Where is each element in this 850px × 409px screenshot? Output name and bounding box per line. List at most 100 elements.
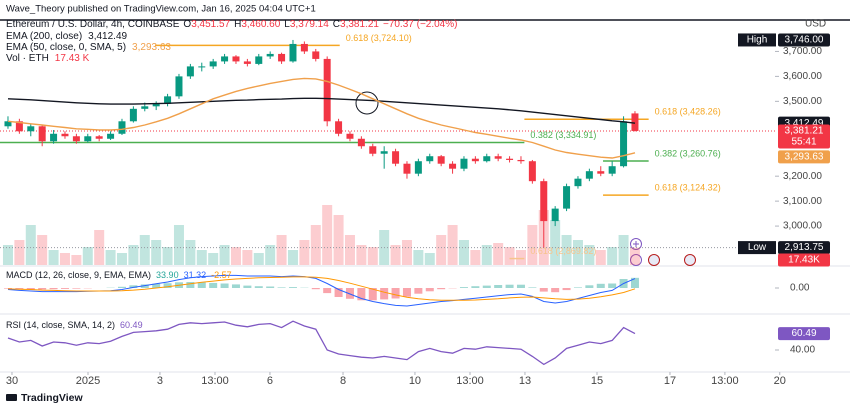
candle-body xyxy=(483,156,491,162)
volume-bar xyxy=(595,250,606,265)
logo-mark xyxy=(6,394,17,401)
macd-histogram-bar xyxy=(60,288,69,289)
macd-title: MACD (12, 26, close, 9, EMA, EMA) xyxy=(6,270,151,280)
icon-flag[interactable] xyxy=(648,254,660,266)
ohlc-value: 3,379.14 xyxy=(290,19,329,30)
candle-body xyxy=(506,158,514,160)
macd-histogram-bar xyxy=(585,285,594,288)
volume-bar xyxy=(253,253,264,265)
x-tick-label: 13 xyxy=(519,375,531,387)
ema-value: 3,293.63 xyxy=(132,42,171,53)
macd-histogram-bar xyxy=(323,288,332,294)
macd-histogram-bar xyxy=(437,288,446,290)
logo-text: TradingView xyxy=(21,392,83,404)
macd-histogram-bar xyxy=(3,288,12,289)
candle-body xyxy=(494,156,502,159)
high-tag xyxy=(738,33,776,47)
candle-body xyxy=(61,133,69,137)
macd-histogram-bar xyxy=(129,285,138,288)
macd-histogram-bar xyxy=(368,288,377,301)
icon-event[interactable] xyxy=(630,254,642,266)
candle-body xyxy=(107,133,115,139)
x-tick-label: 3 xyxy=(157,375,163,387)
rsi-legend: RSI (14, close, SMA, 14, 2) 60.49 xyxy=(6,320,143,330)
volume-bar xyxy=(561,235,572,265)
volume-bar xyxy=(208,253,219,265)
price-label: 17.43K xyxy=(788,255,820,266)
candle-body xyxy=(574,178,582,187)
price-label-box xyxy=(778,150,830,164)
macd-histogram-bar xyxy=(38,288,47,290)
y-tick-label: 3,000.00 xyxy=(783,221,822,232)
volume-bar xyxy=(436,235,447,265)
currency: USD xyxy=(805,19,826,30)
macd-histogram-bar xyxy=(209,282,218,288)
price-label: 60.49 xyxy=(791,328,816,339)
candle-body xyxy=(300,43,308,52)
y-tick-label: 3,500.00 xyxy=(783,96,822,107)
macd-histogram-bar xyxy=(186,282,195,288)
macd-histogram-bar xyxy=(516,284,525,288)
candle-body xyxy=(540,181,548,222)
icon-plus[interactable] xyxy=(630,238,642,250)
volume-bar xyxy=(458,240,469,265)
candle-body xyxy=(4,121,12,127)
icon-flag[interactable] xyxy=(684,254,696,266)
macd-value: 31.32 xyxy=(184,270,207,280)
low-tag-label: Low xyxy=(748,242,767,253)
volume-bar xyxy=(230,247,241,265)
candle-body xyxy=(278,53,286,62)
candle-body xyxy=(15,121,23,132)
price-label: 3,412.49 xyxy=(785,118,824,129)
rsi-line xyxy=(7,320,636,366)
symbol: Ethereum / U.S. Dollar, 4h, COINBASE xyxy=(6,19,180,30)
x-tick-label: 20 xyxy=(774,375,786,387)
price-label-box xyxy=(778,124,830,149)
macd-histogram-bar xyxy=(231,284,240,288)
macd-histogram-bar xyxy=(528,287,537,288)
volume-bar xyxy=(550,220,561,265)
candle-body xyxy=(460,158,468,169)
x-tick-label: 30 xyxy=(6,375,18,387)
ema-value: 3,412.49 xyxy=(88,31,127,42)
macd-histogram-bar xyxy=(15,288,24,290)
volume-bar xyxy=(59,253,70,265)
candle-body xyxy=(608,166,616,174)
candle-body xyxy=(289,43,297,62)
candle-body xyxy=(95,136,103,139)
candle-body xyxy=(27,126,35,132)
price-label: 3,381.21 xyxy=(785,126,824,137)
candle-body xyxy=(551,208,559,222)
candle-body xyxy=(449,163,457,169)
macd-value: -2.57 xyxy=(211,270,232,280)
macd-histogram-bar xyxy=(494,285,503,288)
candle-body xyxy=(232,56,240,62)
volume-bar xyxy=(71,255,82,265)
macd-histogram-bar xyxy=(551,288,560,293)
price-label-box xyxy=(778,253,830,267)
candle-body xyxy=(335,121,343,134)
macd-histogram-bar xyxy=(391,288,400,299)
macd-histogram-bar xyxy=(311,288,320,290)
macd-histogram-bar xyxy=(140,284,149,288)
macd-histogram-bar xyxy=(482,285,491,288)
candle-body xyxy=(164,96,172,104)
macd-histogram-bar xyxy=(49,288,58,290)
macd-histogram-bar xyxy=(425,288,434,292)
icon-plus-sign xyxy=(633,241,639,247)
candle-body xyxy=(392,151,400,164)
volume-name: Vol · ETH xyxy=(6,53,49,64)
volume-bar xyxy=(527,225,538,265)
volume-bar xyxy=(344,235,355,265)
fib-label: 0.618 (3,428.26) xyxy=(655,107,721,117)
x-tick-label: 10 xyxy=(409,375,421,387)
volume-bar xyxy=(401,240,412,265)
macd-histogram-bar xyxy=(357,288,366,301)
ema-line xyxy=(7,77,636,159)
macd-histogram-bar xyxy=(220,283,229,288)
volume-bar xyxy=(481,245,492,265)
volume-bar xyxy=(2,245,13,265)
macd-histogram-bar xyxy=(539,288,548,292)
